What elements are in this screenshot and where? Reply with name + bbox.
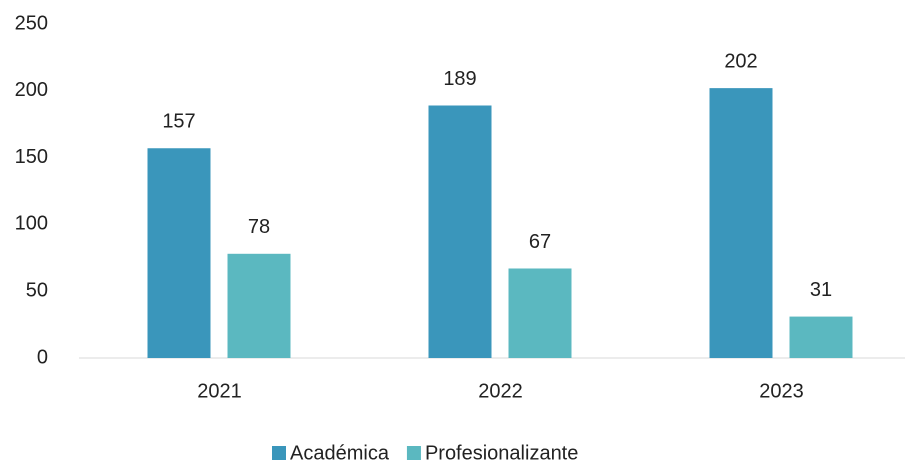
bar bbox=[428, 105, 492, 358]
data-label: 157 bbox=[162, 111, 195, 133]
bar bbox=[709, 88, 773, 359]
legend-label: Académica bbox=[290, 442, 390, 464]
bar bbox=[147, 148, 211, 358]
bar bbox=[789, 316, 853, 358]
data-label: 67 bbox=[529, 231, 551, 253]
data-label: 202 bbox=[724, 50, 757, 72]
y-tick-label: 250 bbox=[15, 12, 48, 34]
x-tick-label: 2021 bbox=[197, 380, 242, 402]
y-tick-label: 200 bbox=[15, 79, 48, 101]
y-tick-label: 50 bbox=[26, 279, 48, 301]
y-tick-label: 0 bbox=[37, 346, 48, 368]
bar bbox=[227, 253, 291, 358]
x-tick-label: 2022 bbox=[478, 380, 523, 402]
legend-swatch bbox=[272, 446, 286, 460]
x-tick-label: 2023 bbox=[759, 380, 804, 402]
y-tick-label: 150 bbox=[15, 146, 48, 168]
y-tick-label: 100 bbox=[15, 213, 48, 235]
legend-label: Profesionalizante bbox=[425, 442, 578, 464]
data-label: 189 bbox=[443, 68, 476, 90]
bar bbox=[508, 268, 572, 358]
data-label: 78 bbox=[248, 216, 270, 238]
legend-swatch bbox=[406, 446, 421, 460]
data-label: 31 bbox=[810, 279, 832, 301]
